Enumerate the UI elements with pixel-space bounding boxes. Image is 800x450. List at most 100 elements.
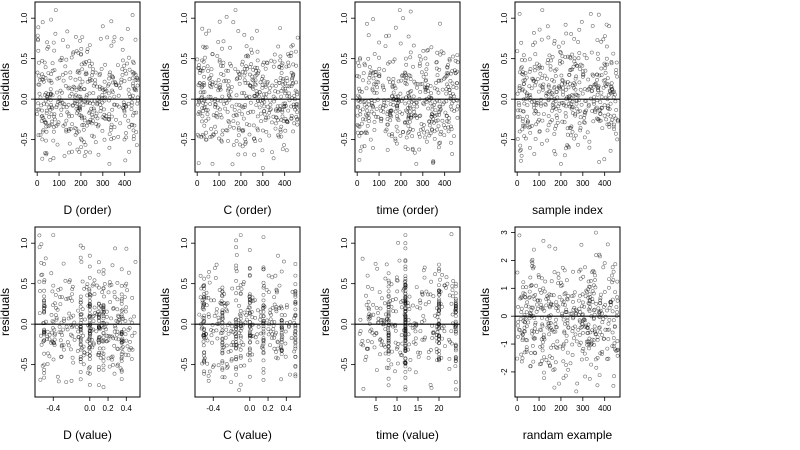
data-point — [87, 313, 92, 318]
data-point — [223, 335, 228, 340]
data-point — [524, 345, 529, 350]
data-point — [446, 129, 451, 134]
data-point — [65, 110, 70, 115]
y-axis-label: residuals — [0, 288, 12, 336]
data-point — [518, 317, 523, 322]
data-point — [243, 54, 248, 59]
data-point — [110, 90, 115, 95]
data-point — [395, 361, 400, 366]
data-point — [561, 40, 566, 45]
data-point — [236, 152, 241, 157]
data-point — [107, 161, 112, 166]
data-point — [557, 381, 561, 386]
data-point — [598, 330, 603, 335]
data-point — [293, 332, 298, 337]
data-point — [112, 102, 116, 107]
data-point — [248, 339, 253, 344]
data-point — [403, 233, 408, 238]
data-point — [439, 129, 444, 134]
data-point — [204, 31, 209, 36]
data-point — [226, 349, 231, 354]
data-point — [129, 103, 134, 108]
data-point — [402, 360, 407, 365]
data-point — [70, 287, 75, 292]
data-point — [267, 108, 272, 113]
data-point — [214, 307, 219, 312]
data-point — [235, 121, 240, 126]
data-point — [258, 310, 263, 314]
data-point — [103, 117, 108, 121]
data-point — [248, 109, 253, 114]
data-point — [293, 372, 298, 377]
data-point — [453, 58, 458, 63]
data-point — [580, 91, 585, 96]
data-point — [69, 347, 73, 352]
data-point — [607, 305, 612, 310]
data-point — [553, 152, 558, 157]
data-point — [579, 325, 584, 329]
data-point — [605, 105, 610, 110]
data-point — [409, 115, 414, 120]
data-point — [594, 365, 599, 370]
data-point — [546, 114, 551, 118]
data-point — [516, 304, 520, 309]
data-point — [406, 100, 411, 105]
data-point — [451, 279, 456, 283]
data-point — [357, 74, 362, 79]
data-point — [261, 267, 266, 272]
data-point — [68, 278, 72, 283]
data-point — [522, 292, 527, 296]
data-point — [522, 329, 527, 334]
data-point — [608, 148, 613, 153]
data-point — [119, 355, 124, 360]
data-point — [384, 34, 389, 39]
data-point — [213, 80, 218, 85]
data-point — [533, 83, 537, 88]
data-point — [124, 281, 129, 286]
data-point — [87, 304, 92, 309]
data-point — [49, 17, 54, 22]
y-tick-label: -2 — [500, 368, 509, 376]
data-point — [355, 60, 360, 65]
data-point — [37, 311, 42, 316]
data-point — [375, 266, 380, 271]
data-point — [35, 107, 40, 112]
data-point — [100, 96, 105, 101]
data-point — [91, 67, 95, 72]
data-point — [110, 263, 115, 268]
data-point — [573, 324, 577, 329]
data-point — [563, 153, 567, 158]
data-point — [35, 70, 40, 75]
data-point — [397, 8, 402, 13]
data-point — [368, 71, 373, 76]
data-point — [108, 334, 113, 339]
data-point — [604, 117, 609, 122]
data-point — [424, 78, 429, 83]
data-point — [279, 318, 284, 323]
data-point — [281, 119, 286, 123]
data-point — [372, 90, 377, 95]
data-point — [45, 362, 50, 366]
data-point — [595, 337, 600, 342]
data-point — [440, 304, 444, 309]
data-point — [524, 347, 529, 352]
data-point — [531, 294, 536, 299]
data-point — [547, 292, 552, 297]
data-point — [603, 34, 607, 39]
data-point — [386, 383, 391, 388]
x-axis-label: time (value) — [376, 428, 439, 442]
data-point — [260, 343, 265, 348]
data-point — [93, 70, 98, 75]
data-point — [295, 122, 300, 127]
data-point — [89, 106, 94, 111]
data-point — [116, 104, 121, 109]
data-point — [130, 70, 135, 74]
data-point — [395, 114, 400, 119]
data-point — [585, 130, 590, 135]
data-point — [535, 306, 540, 311]
data-point — [242, 363, 247, 368]
data-point — [241, 282, 246, 287]
data-point — [403, 325, 408, 329]
data-point — [40, 114, 45, 118]
data-point — [437, 292, 441, 297]
